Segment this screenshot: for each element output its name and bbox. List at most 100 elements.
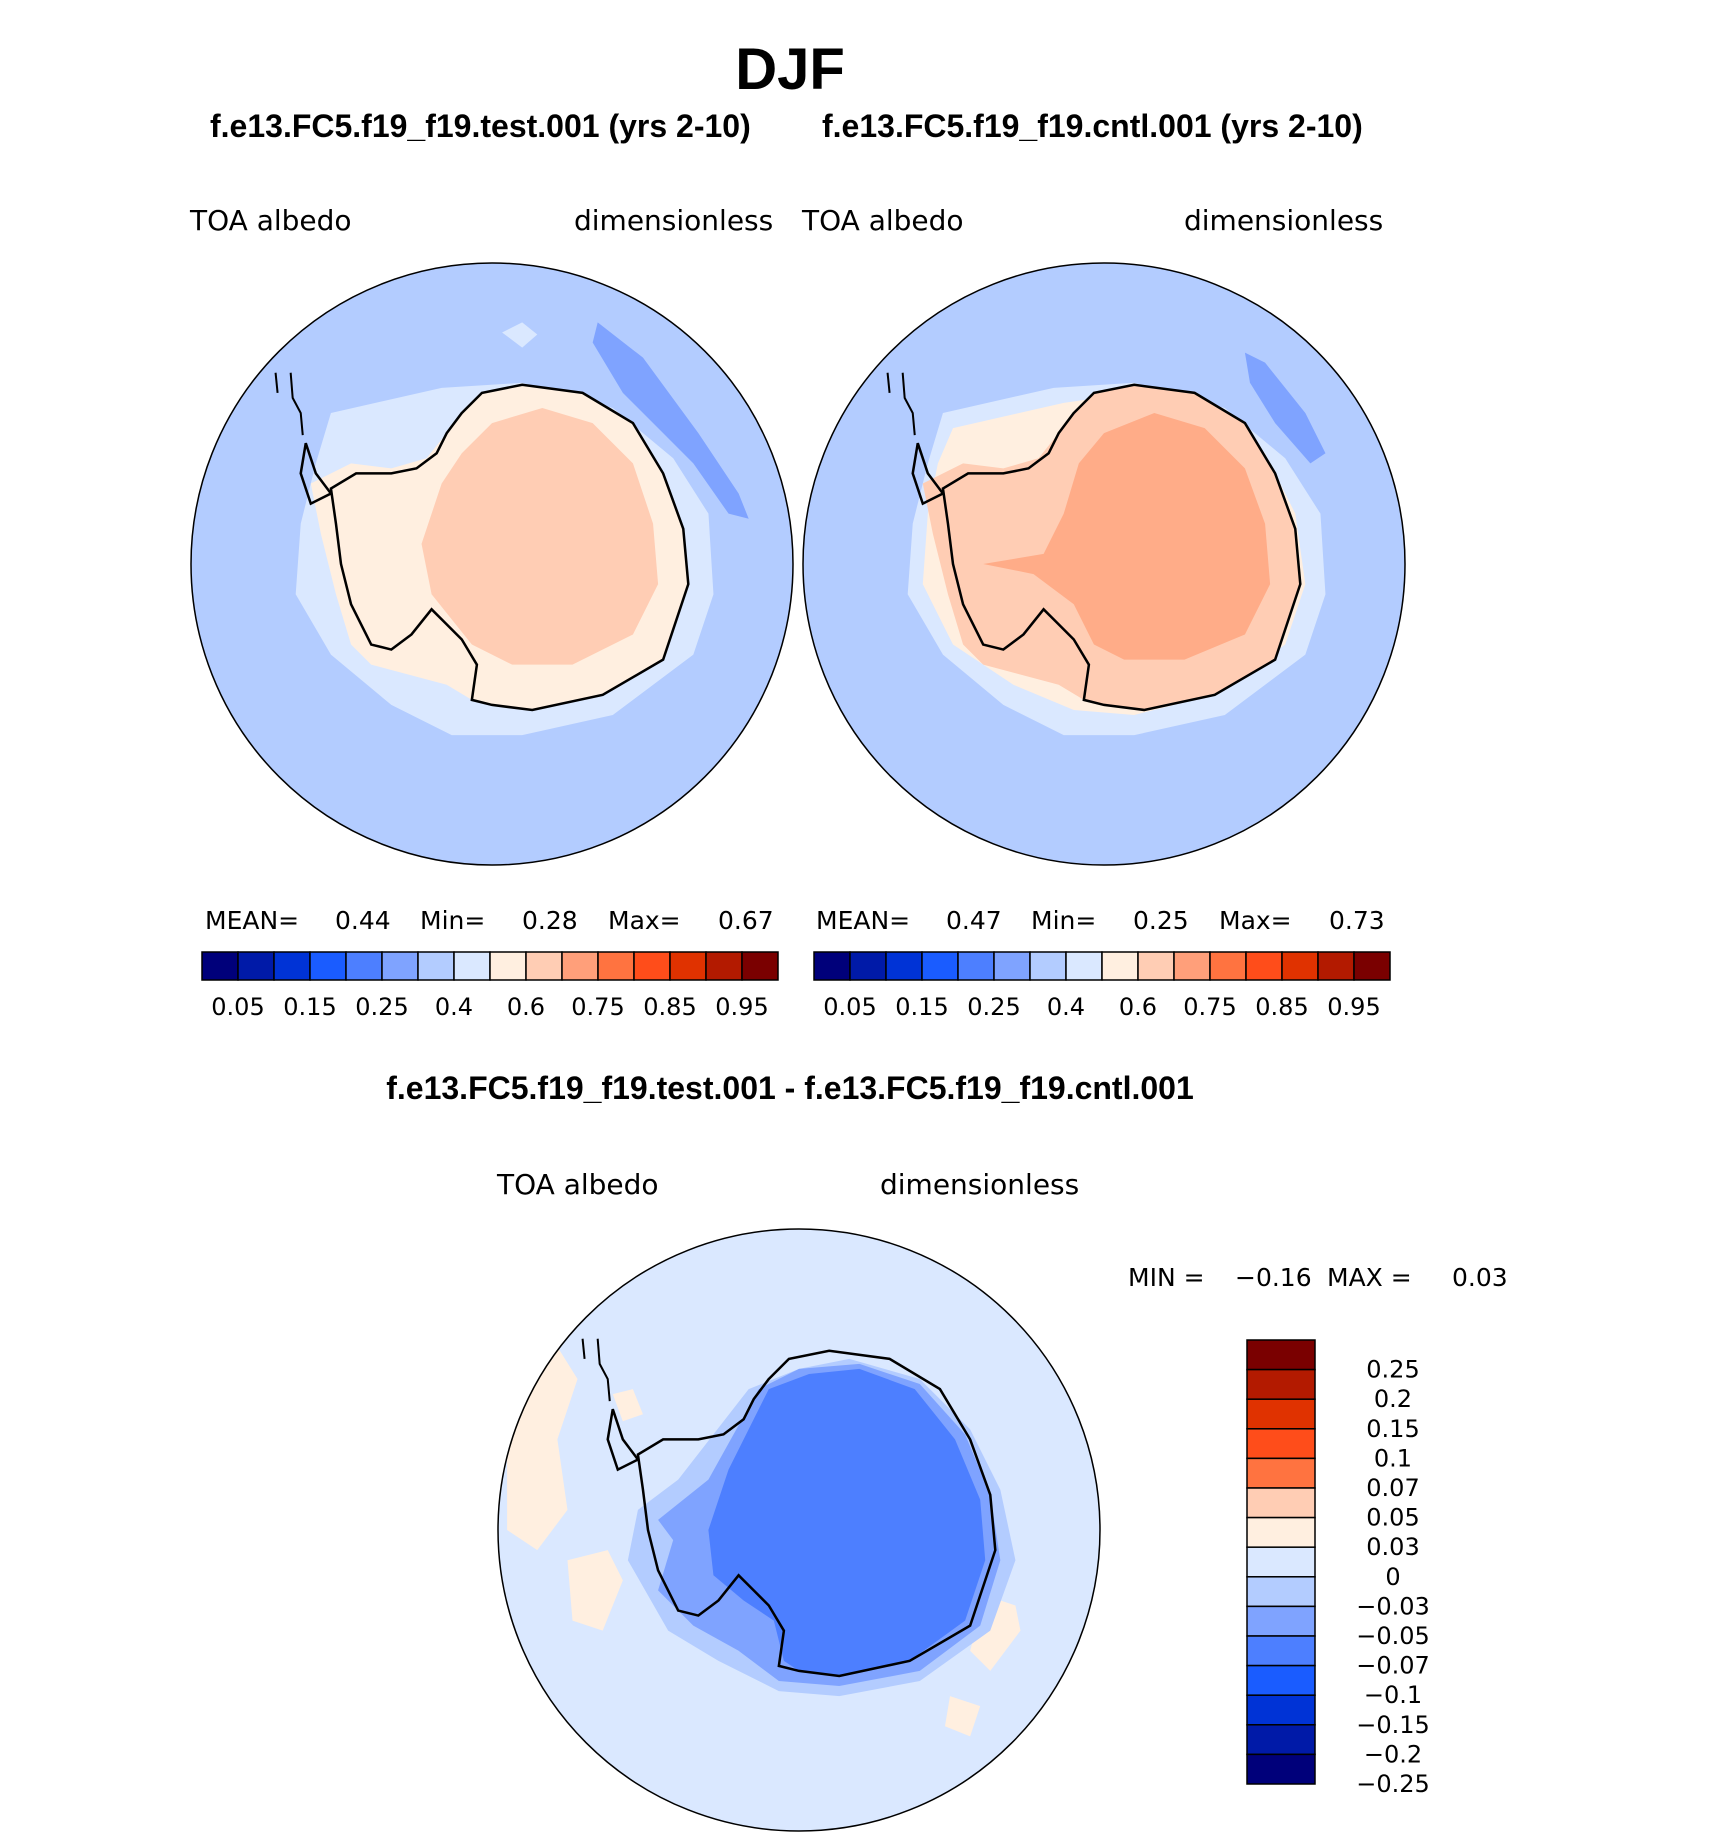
diff-colorbar-box [1246,1664,1316,1696]
cntl-max-label: Max= [1219,906,1292,935]
cntl-min-value: 0.25 [1133,906,1189,935]
cntl-colorbar-box [1353,951,1391,981]
antarctica-coastline [941,383,1302,712]
test-colorbar-tick-label: 0.4 [435,993,473,1021]
cntl-colorbar-box [1281,951,1319,981]
difference-title: f.e13.FC5.f19_f19.test.001 - f.e13.FC5.f… [386,1070,1194,1106]
cntl-colorbar-tick-label: 0.15 [895,993,948,1021]
test-colorbar-box [489,951,527,981]
test-colorbar-tick-label: 0.6 [507,993,545,1021]
diff-colorbar-box [1246,1368,1316,1400]
test-colorbar-box [561,951,599,981]
diff-colorbar-tick-label: 0.1 [1374,1444,1412,1472]
cntl-colorbar-box [957,951,995,981]
cntl-colorbar-box [1101,951,1139,981]
test-colorbar-box [345,951,383,981]
low-albedo-band [592,322,749,519]
cntl-max-value: 0.73 [1329,906,1385,935]
diff-colorbar-box [1246,1635,1316,1667]
test-colorbar-box [597,951,635,981]
diff-colorbar-box [1246,1724,1316,1756]
cntl-colorbar-box [921,951,959,981]
peninsula-coastline [299,442,333,506]
diff-polar-map [497,1228,1101,1832]
diff-max-label: MAX = [1327,1263,1412,1292]
diff-colorbar-tick-label: −0.1 [1364,1681,1422,1709]
cntl-colorbar-tick-label: 0.95 [1327,993,1380,1021]
test-variable-label: TOA albedo [190,204,352,237]
peninsula-coastline [606,1408,640,1472]
test-colorbar: 0.05 0.15 0.25 0.4 0.6 0.75 0.85 0.95 [201,951,779,1021]
diff-colorbar-tick-label: 0.05 [1366,1504,1419,1532]
test-colorbar-tick-label: 0.25 [355,993,408,1021]
negative-anomaly-interior [708,1368,986,1676]
diff-colorbar-tick-label: −0.2 [1364,1740,1422,1768]
test-colorbar-box [201,951,239,981]
cntl-colorbar-box [1245,951,1283,981]
cntl-colorbar-tick-label: 0.4 [1047,993,1085,1021]
cntl-mean-value: 0.47 [946,906,1002,935]
diff-colorbar-tick-label: 0.25 [1366,1356,1419,1384]
cntl-colorbar-box [849,951,887,981]
test-colorbar-box [381,951,419,981]
diff-colorbar-box [1246,1605,1316,1637]
antarctica-coastline [329,383,690,712]
test-colorbar-tick-label: 0.05 [211,993,264,1021]
test-colorbar-tick-label: 0.15 [283,993,336,1021]
cntl-colorbar-box [813,951,851,981]
diff-colorbar-box [1246,1398,1316,1430]
diff-colorbar-box [1246,1457,1316,1489]
cntl-colorbar-box [1137,951,1175,981]
test-colorbar-box [525,951,563,981]
diff-colorbar-tick-label: −0.03 [1356,1592,1430,1620]
diff-colorbar-tick-label: −0.25 [1356,1770,1430,1798]
cntl-colorbar-box [1317,951,1355,981]
map-boundary [497,1228,1101,1832]
test-case-title: f.e13.FC5.f19_f19.test.001 (yrs 2-10) [210,108,751,144]
cntl-mean-label: MEAN= [816,906,911,935]
peninsula-coastline [911,442,945,506]
diff-min-value: −0.16 [1235,1263,1312,1292]
test-colorbar-box [741,951,779,981]
map-boundary [190,262,794,866]
cntl-units-label: dimensionless [1184,204,1384,237]
interior-high-albedo [421,407,659,665]
diff-colorbar-tick-label: 0.03 [1366,1533,1419,1561]
diff-colorbar-box [1246,1516,1316,1548]
test-colorbar-box [237,951,275,981]
diff-colorbar-box [1246,1546,1316,1578]
test-min-value: 0.28 [522,906,578,935]
cntl-colorbar-tick-label: 0.05 [823,993,876,1021]
test-colorbar-box [309,951,347,981]
cntl-colorbar-tick-label: 0.6 [1119,993,1157,1021]
test-polar-map [190,262,794,866]
cntl-colorbar-box [993,951,1031,981]
diff-colorbar-tick-label: −0.15 [1356,1711,1430,1739]
test-colorbar-tick-label: 0.75 [571,993,624,1021]
low-albedo-band [1244,352,1326,464]
cntl-colorbar-tick-label: 0.85 [1255,993,1308,1021]
antarctica-coastline [636,1349,997,1678]
diff-colorbar-tick-label: 0.2 [1374,1385,1412,1413]
cntl-colorbar: 0.05 0.15 0.25 0.4 0.6 0.75 0.85 0.95 [813,951,1391,1021]
test-max-label: Max= [608,906,681,935]
cntl-colorbar-box [1209,951,1247,981]
diff-colorbar-tick-label: −0.07 [1356,1652,1430,1680]
diff-colorbar-box [1246,1487,1316,1519]
test-colorbar-tick-label: 0.85 [643,993,696,1021]
diff-colorbar-tick-label: 0 [1385,1563,1400,1591]
figure-title: DJF [735,37,845,102]
diff-variable-label: TOA albedo [497,1168,659,1201]
diff-colorbar-tick-label: 0.07 [1366,1474,1419,1502]
test-units-label: dimensionless [574,204,774,237]
diff-colorbar-box [1246,1753,1316,1785]
diff-colorbar-box [1246,1428,1316,1460]
cntl-colorbar-box [1029,951,1067,981]
cntl-case-title: f.e13.FC5.f19_f19.cntl.001 (yrs 2-10) [822,108,1363,144]
cntl-min-label: Min= [1031,906,1097,935]
test-mean-label: MEAN= [205,906,300,935]
diff-units-label: dimensionless [880,1168,1080,1201]
test-colorbar-box [273,951,311,981]
cntl-variable-label: TOA albedo [802,204,964,237]
test-max-value: 0.67 [718,906,774,935]
